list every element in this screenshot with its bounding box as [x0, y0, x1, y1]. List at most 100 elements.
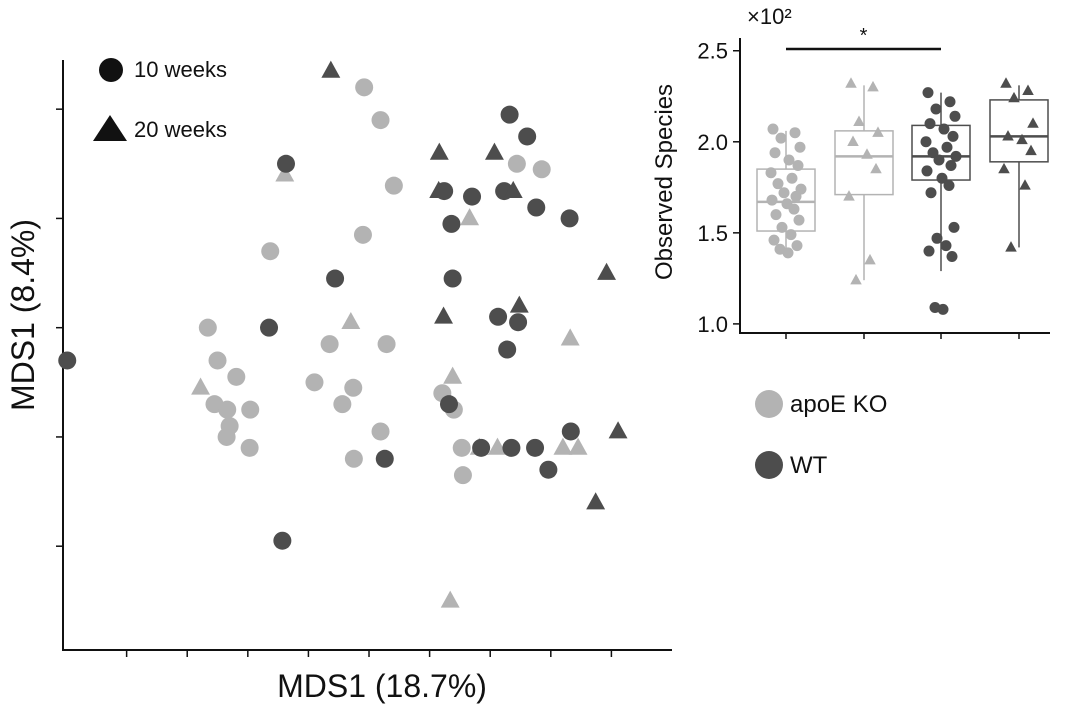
box-point-apoe_ko-circle — [769, 147, 781, 159]
box-group-1 — [756, 123, 816, 259]
scatter-point-wt-circle — [276, 154, 295, 173]
box-point-apoe_ko-circle — [778, 187, 790, 199]
scatter-point-apoe_ko-circle — [198, 318, 217, 337]
box-point-apoe_ko-triangle — [847, 135, 859, 146]
box-point-apoe_ko-triangle — [861, 148, 873, 159]
box-point-wt-circle — [920, 136, 932, 148]
scatter-point-apoe_ko-circle — [384, 176, 403, 195]
scatter-point-apoe_ko-circle — [218, 400, 237, 419]
scatter-point-apoe_ko-triangle — [488, 437, 507, 455]
scatter-point-wt-triangle — [434, 306, 453, 324]
scatter-point-apoe_ko-circle — [241, 400, 260, 419]
significance-bracket: * — [786, 25, 941, 51]
scatter-point-wt-circle — [443, 269, 462, 288]
mds-scatter-plot: MDS1 (18.7%) MDS1 (8.4%) — [5, 60, 672, 704]
box-point-wt-circle — [922, 87, 934, 99]
scatter-point-wt-circle — [260, 318, 279, 337]
box-point-apoe_ko-circle — [783, 154, 795, 166]
box-point-apoe_ko-circle — [782, 247, 794, 259]
color-legend: apoE KO WT — [755, 390, 887, 479]
triangle-legend-icon — [93, 115, 127, 141]
scatter-point-wt-circle — [509, 313, 528, 332]
scatter-point-wt-circle — [518, 127, 537, 146]
box-point-wt-circle — [945, 159, 957, 171]
box-point-wt-circle — [921, 165, 933, 177]
scatter-point-wt-triangle — [321, 60, 341, 78]
scatter-point-apoe_ko-circle — [371, 422, 390, 441]
scatter-point-apoe_ko-triangle — [440, 590, 460, 608]
scatter-point-wt-circle — [560, 209, 579, 228]
scatter-point-wt-circle — [539, 460, 558, 479]
box-point-apoe_ko-circle — [768, 234, 780, 246]
scatter-point-apoe_ko-circle — [305, 373, 324, 392]
box-y-tick-label: 1.5 — [697, 221, 728, 246]
scatter-point-apoe_ko-triangle — [460, 208, 480, 226]
scatter-point-wt-triangle — [509, 295, 529, 313]
box-iqr — [834, 130, 894, 196]
scatter-point-apoe_ko-circle — [261, 242, 280, 261]
scatter-point-apoe_ko-circle — [240, 438, 259, 457]
box-point-wt-triangle — [1000, 77, 1012, 88]
box-point-apoe_ko-circle — [785, 229, 797, 241]
box-x-ticks — [785, 333, 1020, 339]
box-y-axis-label: Observed Species — [651, 84, 678, 280]
scatter-point-apoe_ko-circle — [220, 417, 239, 436]
box-point-apoe_ko-triangle — [864, 253, 876, 265]
box-point-wt-triangle — [1025, 144, 1037, 156]
box-point-apoe_ko-circle — [770, 209, 782, 221]
box-point-wt-circle — [947, 130, 959, 142]
scatter-ticks — [56, 108, 613, 657]
scatter-y-axis-label: MDS1 (8.4%) — [5, 219, 41, 411]
box-y-tick-label: 2.5 — [697, 39, 728, 64]
scatter-point-apoe_ko-circle — [453, 466, 472, 485]
scatter-point-apoe_ko-circle — [377, 335, 396, 354]
box-point-wt-circle — [930, 103, 942, 115]
scatter-point-wt-circle — [58, 351, 77, 370]
scatter-point-apoe_ko-triangle — [553, 437, 573, 455]
box-point-wt-circle — [937, 303, 949, 315]
box-point-apoe_ko-triangle — [845, 77, 857, 88]
box-point-apoe_ko-circle — [766, 194, 778, 206]
legend-label-20-weeks: 20 weeks — [134, 117, 227, 142]
scatter-point-wt-circle — [442, 214, 461, 233]
box-point-apoe_ko-circle — [789, 127, 801, 139]
box-point-wt-circle — [944, 96, 956, 108]
scatter-point-apoe_ko-triangle — [443, 366, 463, 384]
scatter-point-wt-circle — [273, 531, 292, 550]
scatter-axes — [62, 60, 672, 651]
box-point-wt-circle — [925, 187, 937, 199]
box-point-wt-circle — [946, 251, 958, 263]
scatter-point-wt-circle — [500, 105, 519, 124]
box-point-apoe_ko-triangle — [843, 190, 855, 201]
scatter-point-wt-circle — [561, 422, 580, 441]
scatter-point-wt-triangle — [503, 180, 523, 198]
scatter-point-apoe_ko-circle — [353, 225, 372, 244]
box-iqr — [989, 99, 1049, 163]
box-point-wt-triangle — [1016, 133, 1028, 145]
scatter-point-apoe_ko-circle — [355, 78, 374, 97]
box-point-apoe_ko-triangle — [867, 80, 879, 92]
scatter-point-wt-circle — [463, 187, 482, 206]
scatter-point-apoe_ko-circle — [371, 111, 390, 130]
scatter-point-wt-circle — [502, 438, 521, 457]
box-point-apoe_ko-circle — [788, 203, 800, 215]
box-point-wt-triangle — [1027, 117, 1039, 128]
box-point-apoe_ko-circle — [791, 240, 803, 252]
box-point-apoe_ko-circle — [767, 123, 779, 135]
box-point-wt-circle — [943, 180, 955, 191]
scatter-points — [58, 60, 628, 608]
box-point-wt-triangle — [1005, 241, 1017, 252]
box-point-wt-circle — [923, 245, 935, 257]
legend-label-wt: WT — [790, 452, 828, 479]
box-group-2 — [834, 77, 894, 285]
scatter-point-apoe_ko-circle — [344, 378, 363, 397]
scatter-point-apoe_ko-circle — [344, 449, 363, 468]
scatter-point-apoe_ko-circle — [227, 367, 246, 386]
scatter-point-apoe_ko-circle — [320, 335, 339, 354]
scatter-point-wt-circle — [326, 269, 345, 288]
scatter-x-axis-label: MDS1 (18.7%) — [277, 668, 487, 704]
scatter-point-wt-triangle — [429, 142, 449, 160]
box-point-apoe_ko-circle — [786, 172, 798, 184]
box-point-wt-circle — [950, 150, 962, 162]
scatter-point-apoe_ko-triangle — [560, 328, 580, 346]
